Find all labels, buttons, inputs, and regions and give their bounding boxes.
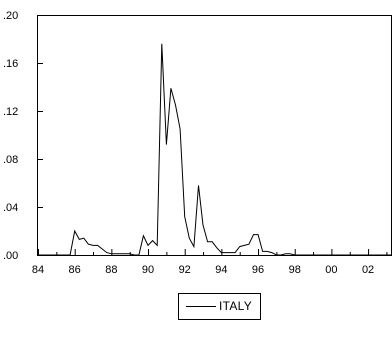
- y-tick-label: .12: [3, 106, 18, 118]
- x-tick-label: 90: [142, 264, 154, 276]
- x-tick-label: 96: [252, 264, 264, 276]
- x-tick-label: 86: [69, 264, 81, 276]
- x-tick-label: 84: [32, 264, 44, 276]
- y-tick-label: .20: [3, 10, 18, 22]
- x-axis-ticks: 84 86 88 90 92 94 96 98 00 02: [32, 249, 388, 276]
- x-tick-label: 88: [105, 264, 117, 276]
- x-tick-label: 92: [179, 264, 191, 276]
- x-tick-label: 94: [215, 264, 227, 276]
- legend: ITALY: [178, 293, 261, 320]
- series-line-italy: [38, 43, 391, 256]
- x-tick-label: 98: [289, 264, 301, 276]
- legend-line-swatch: [186, 306, 216, 307]
- y-tick-label: .04: [3, 202, 18, 214]
- y-tick-label: .08: [3, 154, 18, 166]
- x-tick-label: 02: [362, 264, 374, 276]
- plot-frame: [37, 15, 392, 256]
- y-axis-ticks: .00 .04 .08 .12 .16 .20: [3, 10, 43, 262]
- y-tick-label: .16: [3, 58, 18, 70]
- legend-label-italy: ITALY: [219, 299, 253, 313]
- x-tick-label: 00: [325, 264, 337, 276]
- y-tick-label: .00: [3, 250, 18, 262]
